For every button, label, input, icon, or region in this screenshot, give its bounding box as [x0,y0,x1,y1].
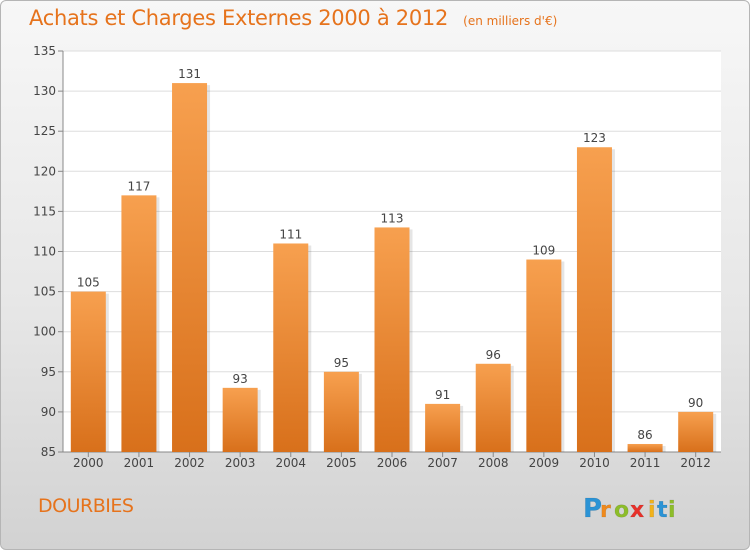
bar-value-label: 111 [279,227,302,241]
x-tick-label: 2012 [680,456,711,470]
bar-value-label: 109 [532,244,555,258]
y-tick-label: 115 [33,204,56,218]
x-tick-label: 2011 [630,456,661,470]
chart-title-unit: (en milliers d'€) [463,14,558,28]
bar [576,147,612,453]
bar [526,259,562,452]
bar [475,363,511,452]
logo-letter: r [600,498,611,523]
logo-letter: i [648,498,656,523]
logo-letter: t [657,498,668,523]
bar-value-label: 90 [688,396,703,410]
bar-value-label: 123 [583,131,606,145]
bar [323,371,359,452]
y-tick-label: 100 [33,325,56,339]
logo-letter: x [630,498,644,523]
bar [172,83,208,452]
y-tick-label: 125 [33,124,56,138]
x-tick-label: 2000 [73,456,104,470]
bar-value-label: 131 [178,67,201,81]
logo-letter: P [583,494,602,524]
x-tick-label: 2004 [275,456,306,470]
bar-value-label: 91 [435,388,450,402]
bar-value-label: 93 [233,372,248,386]
x-tick-label: 2010 [579,456,610,470]
y-tick-label: 95 [41,365,56,379]
chart-title: Achats et Charges Externes 2000 à 2012 (… [29,6,557,30]
y-tick-label: 120 [33,164,56,178]
bar-value-label: 95 [334,356,349,370]
y-tick-label: 135 [33,44,56,58]
bar-value-label: 96 [486,348,501,362]
bar-value-label: 105 [77,276,100,290]
x-tick-label: 2006 [377,456,408,470]
bar [678,411,714,452]
bar [222,387,258,452]
bar-value-label: 86 [637,428,652,442]
x-tick-label: 2002 [174,456,205,470]
y-tick-label: 105 [33,285,56,299]
y-tick-label: 130 [33,84,56,98]
bar [627,443,663,452]
x-tick-label: 2009 [529,456,560,470]
bar [273,243,309,452]
bar [425,403,461,452]
bar-value-label: 113 [381,211,404,225]
x-tick-label: 2001 [124,456,155,470]
logo-letter: o [614,498,629,523]
x-tick-label: 2003 [225,456,256,470]
chart-title-main: Achats et Charges Externes 2000 à 2012 [29,6,449,30]
y-tick-label: 110 [33,245,56,259]
y-tick-label: 85 [41,445,56,459]
y-tick-label: 90 [41,405,56,419]
x-tick-label: 2008 [478,456,509,470]
bar-value-label: 117 [127,179,150,193]
logo-letter: i [668,498,676,523]
x-tick-label: 2005 [326,456,357,470]
bar [70,291,106,452]
x-tick-label: 2007 [427,456,458,470]
bar [121,195,157,453]
proxiti-logo: Pr o x i t i [583,494,676,525]
bar [374,227,410,452]
commune-name: DOURBIES [38,495,134,517]
